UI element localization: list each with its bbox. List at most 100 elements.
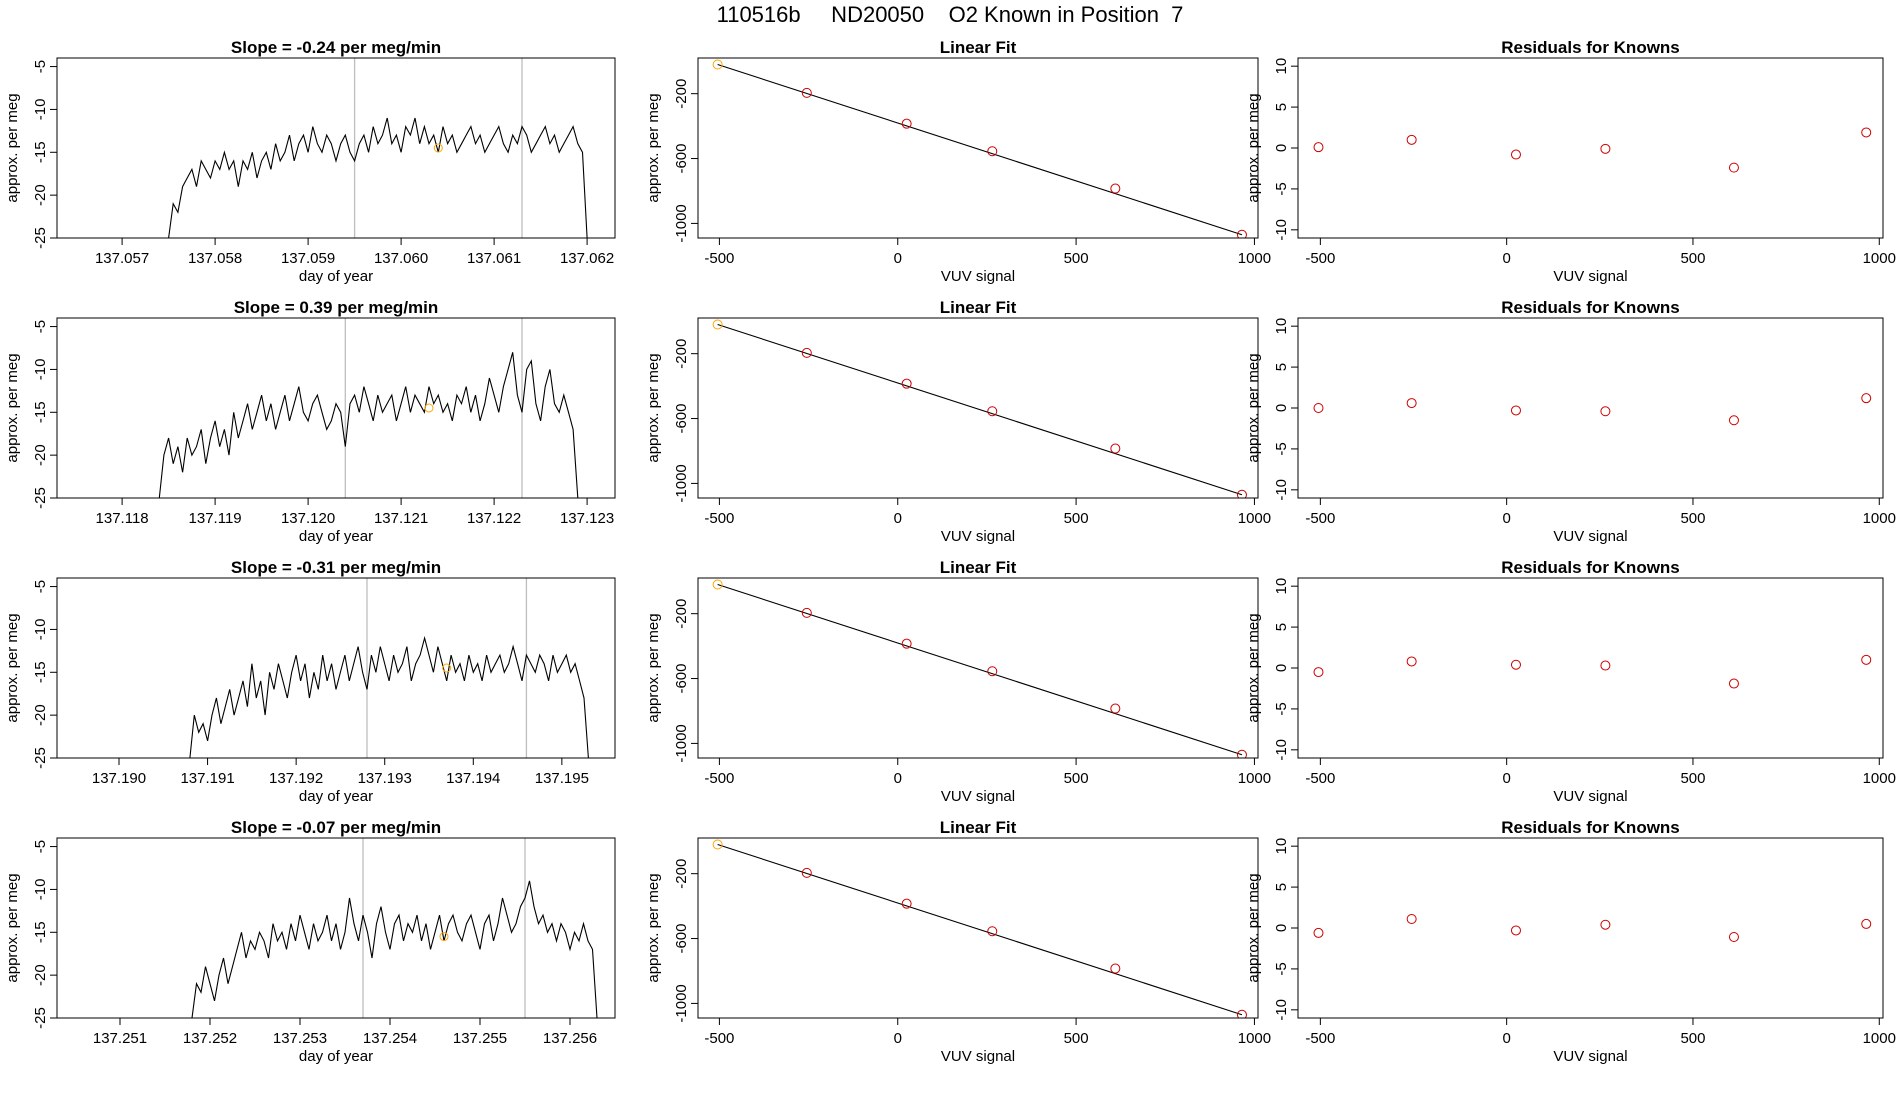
y-tick-label: -10 (1273, 739, 1290, 761)
y-tick-label: 0 (1273, 664, 1290, 672)
x-tick-label: 137.194 (446, 770, 500, 787)
y-tick-label: -1000 (673, 724, 690, 762)
x-tick-label: 0 (1502, 510, 1510, 527)
panel-data-layer (168, 58, 588, 238)
panel-data-layer (1313, 914, 1872, 942)
x-axis-label: VUV signal (941, 788, 1015, 805)
x-tick-label: 137.058 (188, 250, 242, 267)
x-tick-label: 1000 (1238, 770, 1271, 787)
x-tick-label: 137.191 (180, 770, 234, 787)
y-axis-label: approx. per meg (645, 873, 662, 982)
y-tick-label: 0 (1273, 404, 1290, 412)
data-point (801, 607, 812, 618)
data-point (1861, 393, 1872, 404)
y-tick-label: -5 (1273, 702, 1290, 715)
x-axis-label: VUV signal (941, 268, 1015, 285)
x-tick-label: -500 (704, 1030, 734, 1047)
data-point (712, 59, 723, 70)
y-tick-label: -10 (32, 99, 49, 121)
panel-data-layer (1313, 127, 1872, 173)
plot-frame (697, 577, 1259, 759)
y-tick-label: -200 (673, 599, 690, 629)
x-axis-label: day of year (299, 1048, 373, 1065)
x-tick-label: 1000 (1238, 1030, 1271, 1047)
fit-line (717, 583, 1243, 756)
data-point (1110, 183, 1121, 194)
x-tick-label: 500 (1064, 510, 1089, 527)
plot-frame (1297, 837, 1884, 1019)
data-point (1110, 963, 1121, 974)
data-point (1406, 398, 1417, 409)
x-axis-label: VUV signal (1553, 788, 1627, 805)
x-axis-label: day of year (299, 788, 373, 805)
data-point (712, 579, 723, 590)
series-line (189, 635, 589, 758)
x-tick-label: 500 (1064, 250, 1089, 267)
data-point (1600, 919, 1611, 930)
x-tick-label: 137.059 (281, 250, 335, 267)
plot-frame (697, 57, 1259, 239)
data-point (1313, 667, 1324, 678)
x-tick-label: 137.122 (467, 510, 521, 527)
y-tick-label: -1000 (673, 984, 690, 1022)
x-tick-label: 137.192 (269, 770, 323, 787)
data-point (1313, 927, 1324, 938)
panel-data-layer (1313, 393, 1872, 426)
y-tick-label: -600 (673, 664, 690, 694)
panel-2-2: -500 0 500 1000 -1000 -600 -200 Linear Fit VUV s… (645, 298, 1271, 545)
x-tick-label: 137.255 (453, 1030, 507, 1047)
y-axis-label: approx. per meg (1245, 873, 1262, 982)
y-tick-label: 5 (1273, 363, 1290, 371)
panel-2-1: 137.118 137.119 137.120 137.121 137.122 137.1… (4, 298, 616, 545)
x-tick-label: 137.256 (543, 1030, 597, 1047)
data-point (987, 666, 998, 677)
data-point (987, 406, 998, 417)
panel-3-3: -500 0 500 1000 -10 -5 0 5 10 Residuals for Known… (1245, 558, 1896, 805)
data-point (1600, 406, 1611, 417)
y-tick-label: -5 (32, 60, 49, 73)
x-tick-label: 137.062 (560, 250, 614, 267)
series-line (168, 117, 588, 238)
x-tick-label: 137.251 (93, 1030, 147, 1047)
x-axis-label: VUV signal (1553, 528, 1627, 545)
panel-title: Residuals for Knowns (1501, 38, 1680, 57)
y-tick-label: -5 (32, 580, 49, 593)
x-tick-label: 137.123 (560, 510, 614, 527)
data-point (712, 839, 723, 850)
x-tick-label: 0 (894, 510, 902, 527)
data-point (1236, 489, 1247, 498)
panel-title: Linear Fit (940, 558, 1017, 577)
known-marker-point (442, 663, 452, 673)
x-tick-label: 500 (1064, 1030, 1089, 1047)
fit-line (717, 63, 1243, 236)
data-point (1510, 405, 1521, 416)
y-tick-label: -1000 (673, 204, 690, 242)
x-axis-label: day of year (299, 268, 373, 285)
plot-frame (56, 317, 616, 499)
panel-title: Residuals for Knowns (1501, 558, 1680, 577)
data-point (1861, 654, 1872, 665)
x-tick-label: 137.119 (189, 510, 242, 527)
x-tick-label: 137.060 (374, 250, 428, 267)
y-tick-label: 5 (1273, 883, 1290, 891)
y-tick-label: -600 (673, 404, 690, 434)
y-tick-label: -5 (1273, 442, 1290, 455)
y-tick-label: 0 (1273, 144, 1290, 152)
panel-title: Linear Fit (940, 818, 1017, 837)
x-tick-label: -500 (1305, 250, 1335, 267)
panel-data-layer (712, 59, 1247, 238)
y-tick-label: -200 (673, 859, 690, 889)
x-tick-label: 0 (1502, 1030, 1510, 1047)
x-tick-label: 1000 (1863, 1030, 1896, 1047)
fit-line (717, 323, 1243, 496)
data-point (1406, 656, 1417, 667)
y-tick-label: -200 (673, 79, 690, 109)
x-tick-label: 1000 (1238, 510, 1271, 527)
panel-title: Residuals for Knowns (1501, 818, 1680, 837)
plot-frame (56, 837, 616, 1019)
panel-1-3: -500 0 500 1000 -10 -5 0 5 10 Residuals for Known… (1245, 38, 1896, 285)
x-tick-label: 1000 (1863, 250, 1896, 267)
plot-frame (697, 837, 1259, 1019)
x-tick-label: 500 (1680, 510, 1705, 527)
